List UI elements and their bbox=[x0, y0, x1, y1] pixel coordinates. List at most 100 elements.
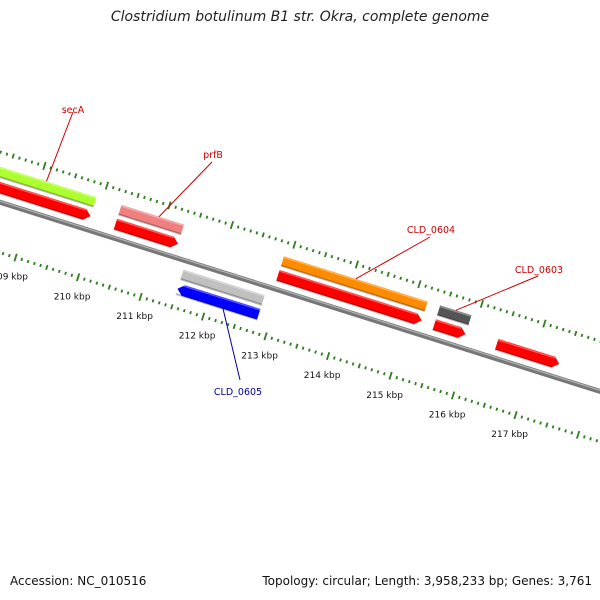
feature-shape[interactable] bbox=[495, 338, 560, 368]
kbp-scale-labels: 209 kbp 210 kbp 211 kbp 212 kbp 213 kbp 214 k… bbox=[0, 273, 528, 441]
gene-label-prfB[interactable]: prfB bbox=[158, 150, 223, 218]
feature-shape[interactable] bbox=[177, 285, 261, 320]
feature-shape[interactable] bbox=[0, 158, 97, 207]
tick-mark bbox=[58, 269, 61, 274]
tick-mark bbox=[493, 306, 496, 310]
gene-label-text[interactable]: CLD_0605 bbox=[214, 387, 262, 398]
tick-mark bbox=[542, 319, 547, 328]
tick-mark bbox=[555, 325, 559, 330]
feature-shape[interactable] bbox=[113, 218, 178, 248]
tick-mark bbox=[354, 260, 359, 269]
tick-mark bbox=[1, 251, 5, 256]
tick-mark bbox=[130, 191, 134, 196]
tick-mark bbox=[101, 283, 105, 287]
kbp-label: 214 kbp bbox=[304, 371, 341, 381]
feature-shape[interactable] bbox=[180, 269, 265, 305]
gene-label-text[interactable]: prfB bbox=[203, 150, 223, 161]
gene-label-text[interactable]: CLD_0604 bbox=[407, 225, 455, 236]
map-title: Clostridium botulinum B1 str. Okra, comp… bbox=[110, 9, 490, 25]
tick-mark bbox=[376, 370, 380, 374]
tick-mark bbox=[383, 372, 386, 376]
feature-next-cds[interactable] bbox=[494, 338, 560, 369]
gene-label-text[interactable]: CLD_0603 bbox=[515, 265, 563, 276]
feature-highlight bbox=[439, 305, 472, 317]
tick-mark bbox=[405, 278, 409, 282]
tick-mark bbox=[174, 205, 177, 210]
feature-shape[interactable] bbox=[432, 319, 466, 338]
gene-label-text[interactable]: secA bbox=[62, 105, 85, 116]
tick-mark bbox=[351, 362, 355, 366]
feature-shape[interactable] bbox=[276, 270, 422, 324]
genome-summary-text: Topology: circular; Length: 3,958,233 bp… bbox=[262, 574, 592, 588]
tick-mark bbox=[499, 308, 502, 312]
tick-mark bbox=[45, 264, 49, 271]
feature-prfB-cds[interactable] bbox=[113, 218, 178, 249]
tick-mark bbox=[201, 312, 206, 321]
feature-highlight bbox=[0, 166, 97, 199]
tick-mark bbox=[530, 317, 534, 322]
tick-mark bbox=[64, 271, 67, 276]
feature-CLD_0604-cds[interactable] bbox=[276, 270, 422, 325]
tick-mark bbox=[280, 239, 284, 243]
tick-mark bbox=[349, 260, 352, 265]
kbp-label: 211 kbp bbox=[116, 312, 153, 322]
feature-CLD_0605[interactable] bbox=[175, 283, 261, 321]
tick-mark bbox=[489, 405, 492, 409]
feature-CLD_0605-band[interactable] bbox=[180, 269, 265, 306]
feature-prfB[interactable] bbox=[118, 204, 185, 236]
tick-mark bbox=[524, 315, 527, 320]
feature-shape[interactable] bbox=[281, 256, 428, 311]
tick-mark bbox=[5, 152, 9, 156]
label-leader-line bbox=[455, 275, 539, 311]
kbp-label: 216 kbp bbox=[429, 411, 466, 421]
tick-mark bbox=[289, 342, 292, 346]
tick-mark bbox=[189, 310, 192, 315]
feature-highlight bbox=[497, 339, 556, 359]
feature-shape[interactable] bbox=[118, 204, 185, 235]
feature-secA[interactable] bbox=[0, 158, 97, 208]
gene-label-CLD_0603[interactable]: CLD_0603 bbox=[455, 265, 563, 311]
tick-mark bbox=[183, 309, 186, 313]
tick-mark bbox=[251, 330, 255, 335]
tick-mark bbox=[393, 274, 396, 279]
tick-mark bbox=[361, 264, 365, 269]
tick-mark bbox=[164, 303, 167, 307]
label-leader-line bbox=[158, 161, 213, 218]
tick-mark bbox=[24, 158, 27, 162]
tick-mark bbox=[386, 271, 390, 277]
tick-mark bbox=[138, 292, 143, 302]
tick-mark bbox=[118, 187, 121, 192]
feature-shape[interactable] bbox=[0, 172, 91, 220]
tick-mark bbox=[568, 329, 571, 334]
feature-CLD_0603[interactable] bbox=[436, 305, 472, 326]
feature-shape[interactable] bbox=[437, 305, 472, 325]
tick-mark bbox=[458, 395, 461, 400]
feature-CLD_0604[interactable] bbox=[280, 256, 428, 312]
feature-secA-cds[interactable] bbox=[0, 172, 91, 221]
tick-mark bbox=[8, 253, 11, 258]
tick-mark bbox=[55, 168, 59, 172]
feature-shadow bbox=[180, 278, 263, 306]
tick-mark bbox=[595, 439, 599, 443]
label-leader-line bbox=[222, 308, 241, 381]
tick-mark bbox=[39, 263, 42, 268]
tick-mark bbox=[214, 318, 217, 323]
tick-mark bbox=[433, 387, 436, 392]
tick-mark bbox=[151, 299, 155, 303]
gene-label-CLD_0605[interactable]: CLD_0605 bbox=[214, 308, 262, 398]
tick-mark bbox=[276, 338, 280, 342]
tick-mark bbox=[455, 294, 459, 298]
gene-label-secA[interactable]: secA bbox=[46, 105, 85, 182]
gene-label-CLD_0604[interactable]: CLD_0604 bbox=[355, 225, 455, 280]
tick-mark bbox=[476, 401, 480, 406]
tick-mark bbox=[589, 437, 592, 441]
feature-CLD_0603-cds[interactable] bbox=[432, 319, 466, 339]
tick-mark bbox=[518, 313, 521, 318]
tick-mark bbox=[374, 268, 377, 273]
tick-mark bbox=[508, 411, 511, 415]
feature-shadow bbox=[118, 213, 182, 236]
tick-mark bbox=[80, 176, 84, 180]
tick-mark bbox=[220, 320, 224, 325]
tick-mark bbox=[211, 217, 215, 221]
tick-mark bbox=[380, 270, 384, 275]
